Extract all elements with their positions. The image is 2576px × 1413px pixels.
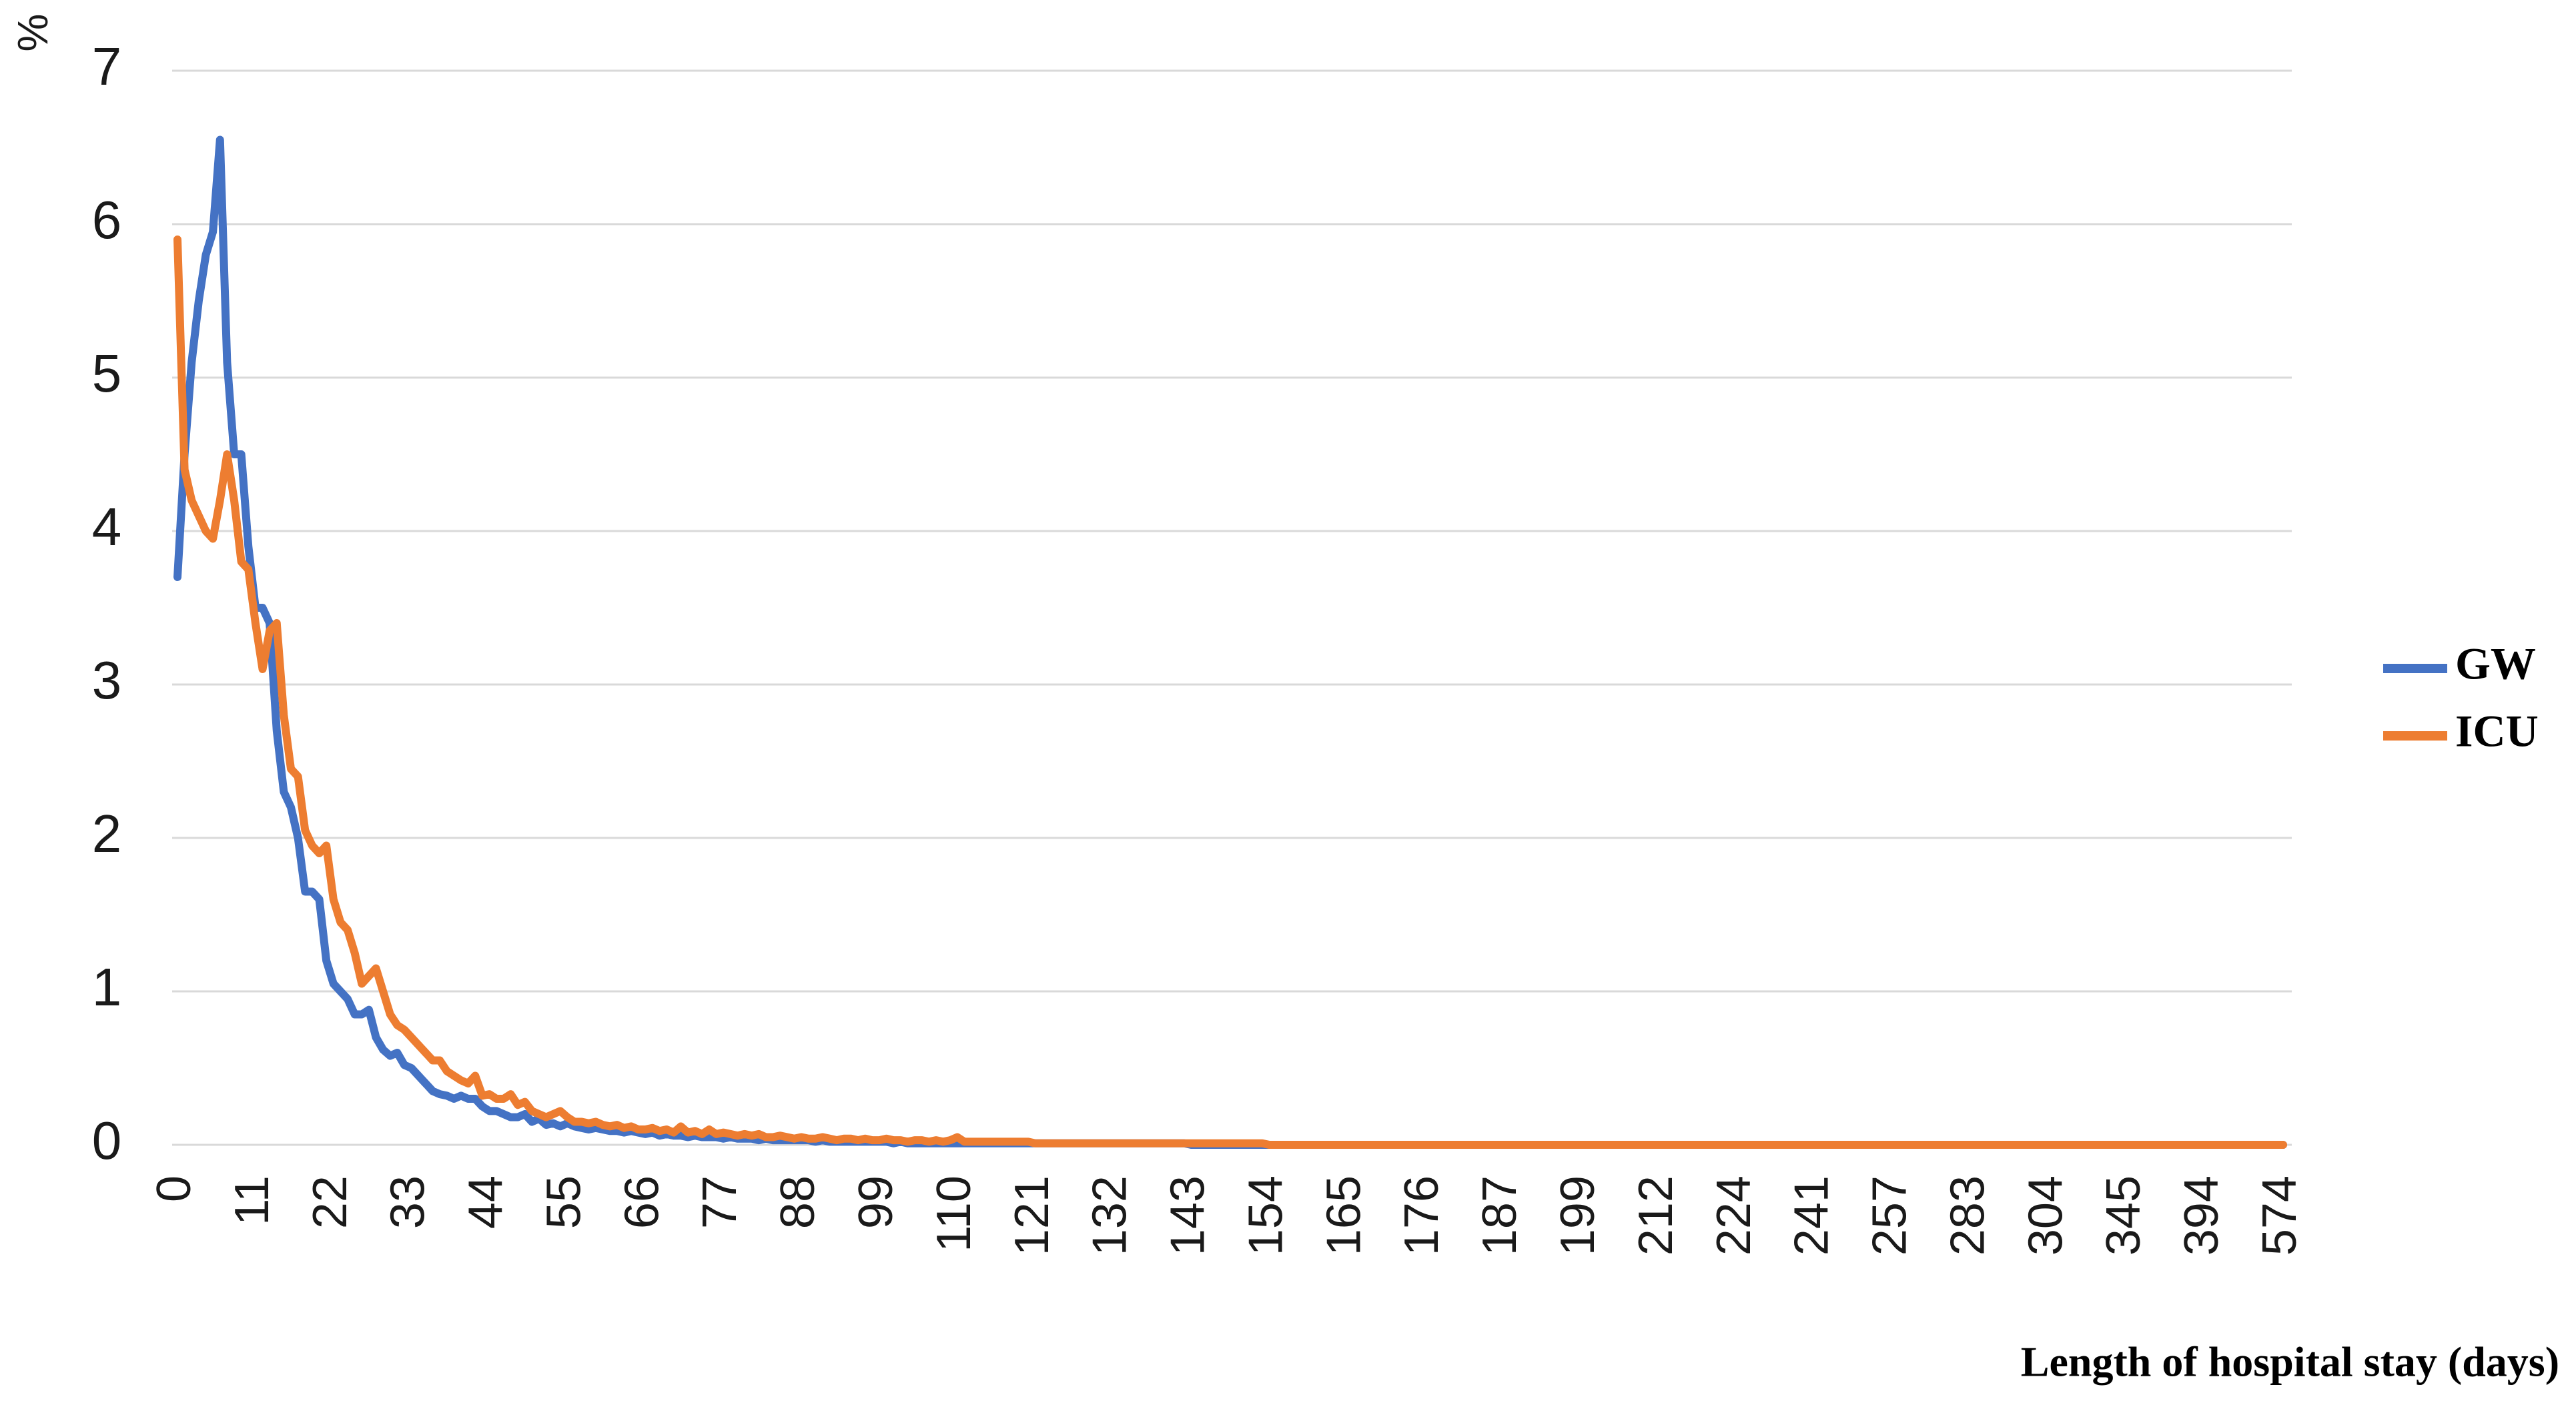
x-tick-label: 176: [1395, 1175, 1448, 1256]
y-tick-label: 1: [92, 957, 122, 1017]
x-tick-label: 55: [537, 1175, 590, 1229]
x-tick-label: 132: [1084, 1175, 1137, 1256]
y-tick-label: 4: [92, 497, 122, 556]
x-tick-label: 121: [1005, 1175, 1059, 1256]
x-axis-title: Length of hospital stay (days): [2021, 1338, 2559, 1386]
x-tick-label: 212: [1629, 1175, 1683, 1256]
data-line: [173, 135, 2287, 1149]
legend-label: GW: [2455, 638, 2536, 689]
y-axis-title: %: [9, 14, 57, 52]
x-tick-label: 110: [927, 1175, 981, 1252]
x-tick-label: 154: [1239, 1175, 1292, 1256]
x-tick-label: 345: [2097, 1175, 2150, 1256]
x-tick-label: 66: [615, 1175, 669, 1229]
x-tick-label: 199: [1551, 1175, 1605, 1256]
x-tick-label: 304: [2019, 1175, 2072, 1256]
x-tick-label: 99: [849, 1175, 903, 1229]
x-tick-label: 165: [1317, 1175, 1370, 1256]
x-tick-label: 0: [147, 1175, 201, 1202]
x-tick-label: 143: [1162, 1175, 1215, 1256]
x-tick-label: 77: [693, 1175, 747, 1229]
x-tick-label: 22: [304, 1175, 357, 1229]
x-tick-label: 11: [226, 1175, 279, 1226]
x-tick-label: 394: [2175, 1175, 2228, 1256]
x-tick-label: 187: [1473, 1175, 1527, 1256]
x-tick-label: 44: [460, 1175, 513, 1229]
x-tick-label: 283: [1941, 1175, 1994, 1256]
legend-label: ICU: [2455, 706, 2539, 757]
y-tick-label: 7: [92, 37, 122, 96]
y-tick-label: 0: [92, 1111, 122, 1170]
x-tick-label: 224: [1707, 1175, 1761, 1256]
y-tick-label: 6: [92, 190, 122, 250]
data-line: [173, 235, 2287, 1149]
x-tick-label: 33: [382, 1175, 435, 1229]
y-tick-label: 3: [92, 650, 122, 710]
y-tick-label: 2: [92, 804, 122, 863]
x-tick-label: 574: [2253, 1175, 2306, 1256]
y-tick-label: 5: [92, 344, 122, 403]
x-tick-label: 88: [771, 1175, 825, 1229]
x-tick-label: 241: [1785, 1175, 1839, 1256]
x-tick-label: 257: [1863, 1175, 1917, 1256]
